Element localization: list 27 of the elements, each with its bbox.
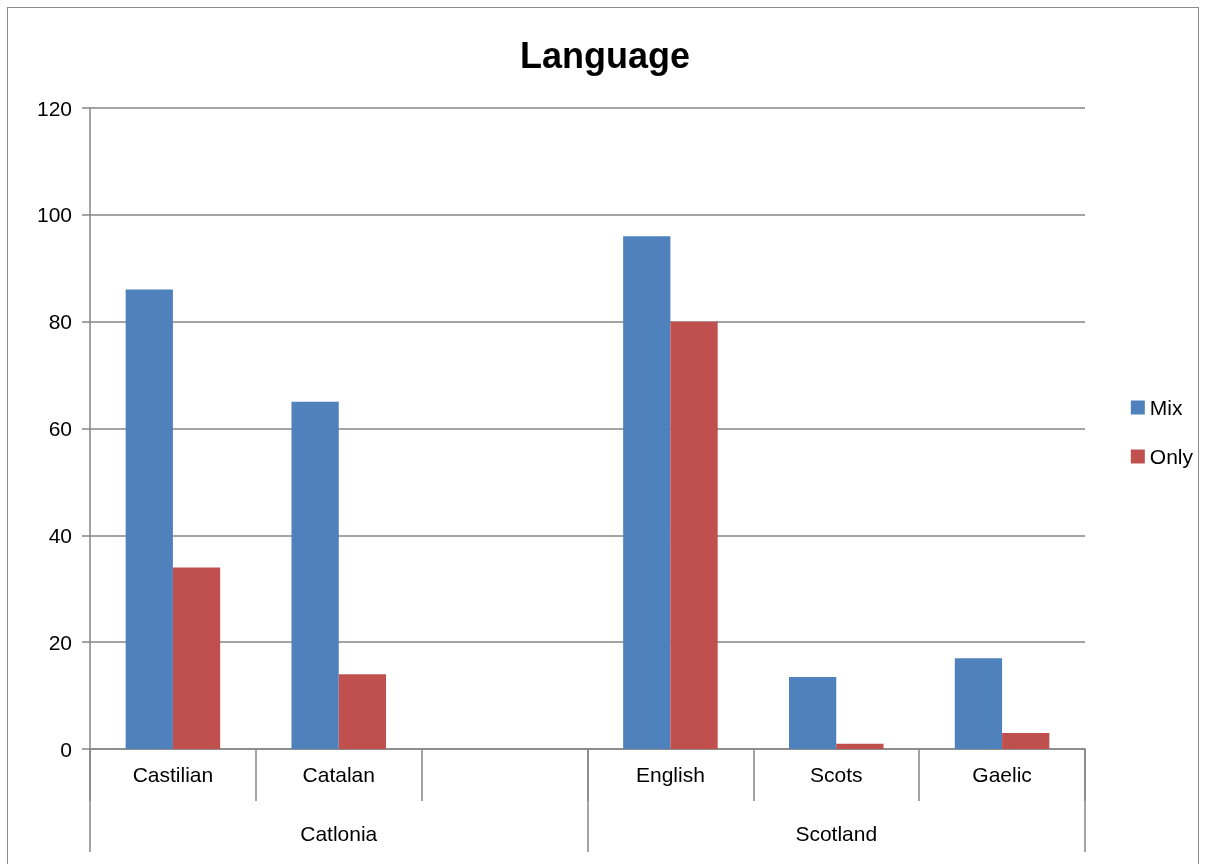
bar: [788, 676, 837, 749]
x-tick-label: Gaelic: [972, 763, 1032, 786]
text: Catlonia: [300, 822, 378, 845]
x-tick-label: English: [635, 763, 705, 786]
bar: [623, 236, 671, 749]
y-tick-label: 80: [48, 310, 72, 334]
y-tick-label: 60: [48, 417, 72, 440]
bar: [338, 674, 387, 749]
bar: [172, 567, 221, 749]
y-tick-label: 0: [60, 737, 72, 761]
legend-label: Only: [1149, 445, 1194, 468]
y-tick-label: 120: [36, 96, 72, 120]
y-tick-label: 20: [48, 630, 72, 654]
text: Scotland: [795, 822, 878, 845]
bar: [836, 743, 884, 749]
x-tick-label: Scots: [809, 763, 863, 786]
y-tick-label: 100: [36, 203, 72, 227]
bar: [125, 289, 173, 749]
x-tick-label: Castilian: [132, 763, 214, 786]
chart-title: Language: [519, 34, 691, 76]
y-tick-label: 40: [48, 523, 72, 547]
legend-label: Mix: [1149, 396, 1183, 419]
bar: [1002, 732, 1050, 749]
bar: [291, 401, 339, 749]
bar: [670, 321, 718, 749]
x-tick-label: Catalan: [302, 763, 375, 786]
bar: [954, 658, 1003, 749]
